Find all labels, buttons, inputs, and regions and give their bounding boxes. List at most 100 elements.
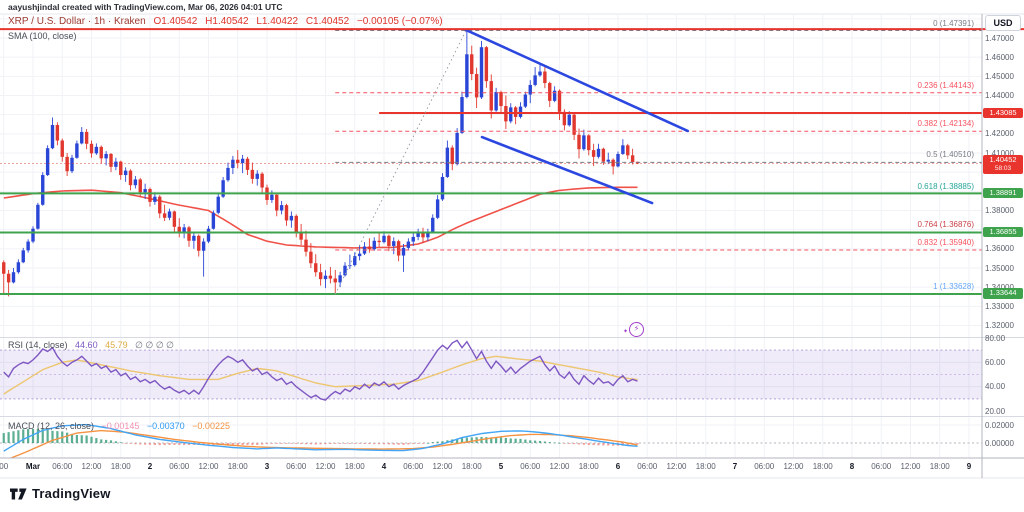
- tradingview-logo[interactable]: TradingView: [10, 486, 111, 501]
- macd-legend[interactable]: MACD (12, 26, close) −0.00145 −0.00370 −…: [8, 421, 230, 431]
- rsi-legend-label: RSI (14, close): [8, 340, 68, 350]
- price-axis-label: 1.47000: [985, 33, 1014, 43]
- time-axis-label: 12:00: [549, 462, 570, 471]
- ohlc-close: C1.40452: [305, 16, 350, 27]
- lightning-badge-icon[interactable]: ⚡ ✦: [623, 322, 644, 337]
- time-axis-label: 12:00: [783, 462, 804, 471]
- macd-signal-line: [9, 429, 638, 458]
- time-axis-label: 8: [849, 462, 855, 471]
- trendline: [480, 135, 654, 205]
- time-axis-label: 06:00: [637, 462, 658, 471]
- macd-hist-value: −0.00145: [101, 421, 140, 431]
- macd-axis-label: 0.00000: [985, 438, 1014, 448]
- macd-pane[interactable]: [0, 423, 982, 461]
- price-axis-label: 1.33000: [985, 301, 1014, 311]
- price-axis-label: 1.41000: [985, 148, 1014, 158]
- trendline: [464, 28, 690, 133]
- time-axis-label: 3: [264, 462, 270, 471]
- price-badge: 1.40452 58:03: [983, 155, 1023, 174]
- attribution-text: aayushjindal created with TradingView.co…: [8, 2, 283, 12]
- time-axis-label: 12:00: [432, 462, 453, 471]
- macd-line: [3, 423, 638, 452]
- time-axis-label: 18:00: [929, 462, 950, 471]
- time-axis-label: Mar: [25, 462, 41, 471]
- fib-level-label: 0.5 (1.40510): [926, 150, 974, 160]
- time-axis-label: 06:00: [169, 462, 190, 471]
- time-axis-label: 18:00: [227, 462, 248, 471]
- rsi-ma-value: 45.79: [105, 340, 128, 350]
- rsi-value: 44.60: [75, 340, 98, 350]
- time-axis-label: 18:00: [461, 462, 482, 471]
- price-axis-label: 1.46000: [985, 52, 1014, 62]
- fib-level-label: 0.618 (1.38885): [917, 181, 975, 191]
- time-axis-label: 18:00: [344, 462, 365, 471]
- time-axis-label: 06:00: [52, 462, 73, 471]
- time-axis-label: 7: [732, 462, 738, 471]
- time-axis-label: 06:00: [871, 462, 892, 471]
- time-axis-label: 4: [381, 462, 387, 471]
- time-axis-label: 06:00: [754, 462, 775, 471]
- price-axis-label: 1.32000: [985, 321, 1014, 330]
- fib-level-label: 0.382 (1.42134): [917, 119, 975, 129]
- time-axis-label: 18:00: [110, 462, 131, 471]
- tradingview-logo-glyph: [10, 487, 27, 500]
- price-badge: 1.43085: [983, 107, 1023, 119]
- ohlc-open: O1.40542: [153, 16, 198, 27]
- ohlc-low: L1.40422: [256, 16, 299, 27]
- time-axis-label: 12:00: [900, 462, 921, 471]
- time-axis-label: 12:00: [315, 462, 336, 471]
- price-axis-label: 1.45000: [985, 71, 1014, 81]
- time-axis-label: 5: [498, 462, 504, 471]
- main-pane[interactable]: [0, 28, 982, 297]
- time-axis-label: 2: [147, 462, 153, 471]
- time-axis-label: 12:00: [666, 462, 687, 471]
- price-badge: 1.33644: [983, 288, 1023, 299]
- price-badge: 1.38891: [983, 187, 1023, 199]
- tradingview-logo-text: TradingView: [32, 486, 111, 501]
- fib-level-label: 0.764 (1.36876): [917, 220, 975, 230]
- symbol-title: XRP / U.S. Dollar · 1h · Kraken: [8, 16, 146, 27]
- macd-signal-value: −0.00225: [192, 421, 230, 431]
- rsi-axis-label: 80.00: [985, 333, 1006, 343]
- fib-level-label: 1 (1.33628): [933, 282, 974, 292]
- price-axis-label: 1.38000: [985, 206, 1014, 215]
- rsi-axis-label: 20.00: [985, 406, 1006, 416]
- time-axis-label: 9: [966, 462, 972, 471]
- price-axis-label: 1.34000: [985, 282, 1014, 292]
- time-axis-label: 06:00: [403, 462, 424, 471]
- time-axis-label: 12:00: [198, 462, 219, 471]
- time-axis-label: 00: [0, 462, 9, 471]
- sparkle-icon: ✦: [623, 329, 629, 335]
- grid-lines: [0, 15, 982, 458]
- currency-toggle-button[interactable]: USD: [985, 15, 1021, 31]
- macd-line-value: −0.00370: [146, 421, 185, 431]
- rsi-empty-values: ∅ ∅ ∅ ∅: [135, 340, 175, 350]
- time-axis-label: 12:00: [81, 462, 102, 471]
- price-axis-label: 1.42000: [985, 129, 1014, 139]
- price-axis-label: 1.36000: [985, 244, 1014, 254]
- time-axis-label: 06:00: [520, 462, 541, 471]
- macd-axis-label: 0.02000: [985, 420, 1014, 430]
- rsi-pane[interactable]: [0, 339, 982, 401]
- fib-level-label: 0 (1.47391): [933, 18, 974, 28]
- price-badge: 1.36855: [983, 226, 1023, 238]
- rsi-axis-label: 40.00: [985, 382, 1006, 392]
- price-axis-label: 1.44000: [985, 91, 1014, 100]
- time-axis-label: 18:00: [695, 462, 716, 471]
- macd-legend-label: MACD (12, 26, close): [8, 421, 95, 431]
- rsi-axis-label: 60.00: [985, 357, 1006, 367]
- rsi-legend[interactable]: RSI (14, close) 44.60 45.79 ∅ ∅ ∅ ∅: [8, 340, 174, 351]
- ohlc-change: −0.00105 (−0.07%): [356, 16, 443, 27]
- price-axis-label: 1.35000: [985, 263, 1014, 273]
- time-axis-label: 06:00: [286, 462, 307, 471]
- symbol-legend[interactable]: XRP / U.S. Dollar · 1h · Kraken O1.40542…: [8, 16, 443, 27]
- fib-level-label: 0.236 (1.44143): [917, 80, 975, 90]
- fib-level-label: 0.832 (1.35940): [917, 237, 975, 247]
- sma-legend[interactable]: SMA (100, close): [8, 31, 77, 41]
- time-axis-label: 6: [615, 462, 621, 471]
- time-axis-label: 18:00: [578, 462, 599, 471]
- time-axis-label: 18:00: [812, 462, 833, 471]
- countdown-timer: 58:03: [994, 164, 1012, 172]
